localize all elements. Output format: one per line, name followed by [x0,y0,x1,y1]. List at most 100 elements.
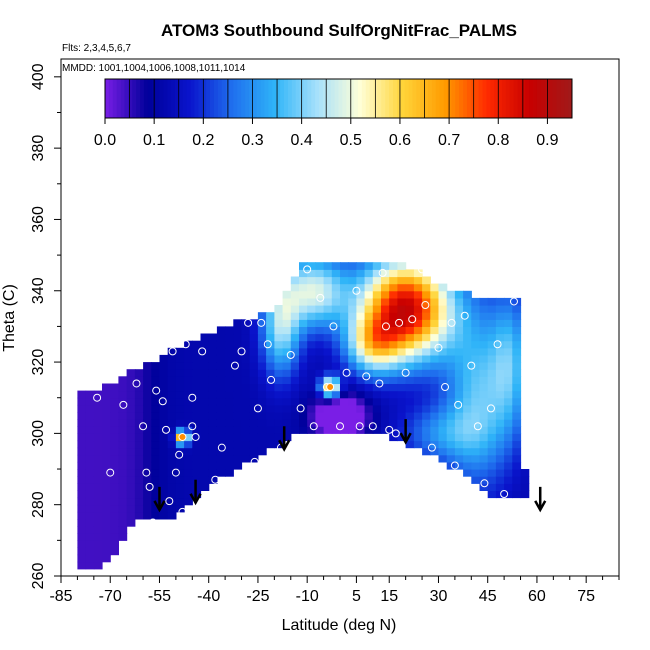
sample-point [188,393,197,402]
heatmap-cell [249,333,259,342]
heatmap-cell [389,404,398,413]
heatmap-cell [241,326,251,335]
heatmap-cell [126,419,136,427]
heatmap-cell [159,376,169,384]
heatmap-cell [463,419,472,427]
heatmap-cell [184,383,193,392]
heatmap-cell [126,504,136,513]
heatmap-cell [143,490,152,499]
heatmap-cell [93,554,103,563]
colorbar-segment [256,79,262,118]
heatmap-cell [85,490,95,499]
heatmap-cell [126,426,136,434]
heatmap-cell [77,419,87,427]
heatmap-cell [77,519,87,527]
heatmap-cell [233,447,243,456]
heatmap-cell [175,354,185,363]
heatmap-cell [110,404,119,413]
heatmap-cell [151,483,161,491]
heatmap-cell [487,305,497,313]
heatmap-cell [151,490,161,499]
heatmap-cell [225,412,234,420]
sample-point [447,318,456,327]
heatmap-cell [471,397,481,406]
heatmap-cell [143,390,152,399]
heatmap-cell [143,461,152,470]
heatmap-cell [397,390,407,399]
heatmap-cell [463,383,472,392]
y-tick-label: 300 [30,420,47,447]
heatmap-cell [274,319,284,327]
heatmap-cell [290,347,300,356]
heatmap-cell [175,412,185,420]
colorbar-segment [392,79,398,118]
sample-point [145,482,154,491]
heatmap-cell [134,476,144,484]
heatmap-cell [93,447,103,456]
heatmap-cell [372,262,382,270]
sample-point [286,350,295,359]
heatmap-cell [266,397,275,406]
sample-point [381,322,390,331]
heatmap-cell [372,333,382,342]
heatmap-cell [233,412,243,420]
heatmap-cell [479,426,489,434]
heatmap-cell [299,404,308,413]
heatmap-cell [463,469,472,477]
sample-point [211,475,220,484]
colorbar-segment [354,79,359,118]
heatmap-cell [299,354,308,363]
heatmap-cell [126,433,136,442]
heatmap-cell [479,369,489,377]
heatmap-cell [167,369,177,377]
heatmap-cell [422,390,431,399]
heatmap-cell [348,262,357,270]
heatmap-cell [110,426,119,434]
heatmap-cell [446,297,456,306]
colorbar-segment [116,79,121,118]
heatmap-cell [405,433,415,442]
x-tick-label: 45 [479,588,497,605]
heatmap-cell [200,397,210,406]
heatmap-cell [241,340,251,349]
heatmap-cell [249,354,259,363]
heatmap-cell [126,511,136,520]
heatmap-cell [438,440,448,449]
heatmap-cell [208,419,218,427]
heatmap-cell [274,340,284,349]
colorbar-segment [404,79,409,118]
x-tick-label: -40 [197,588,220,605]
colorbar-segment [307,79,312,118]
heatmap-cell [372,312,382,320]
heatmap-cell [422,305,431,313]
heatmap-cell [323,397,333,406]
heatmap-cell [422,369,431,377]
heatmap-cell [504,454,513,463]
heatmap-cell [266,419,275,427]
heatmap-cell [331,404,341,413]
heatmap-cell [323,326,333,335]
heatmap-cell [200,483,210,491]
heatmap-cell [110,476,119,484]
heatmap-cell [463,390,472,399]
heatmap-cell [356,283,366,292]
heatmap-cell [331,297,341,306]
heatmap-cell [487,340,497,349]
heatmap-cell [77,497,87,506]
heatmap-cell [85,440,95,449]
heatmap-cell [159,369,169,377]
heatmap-cell [348,412,357,420]
sample-point [175,450,184,459]
heatmap-cell [126,369,136,377]
heatmap-cell [151,412,161,420]
heatmap-cell [471,326,481,335]
colorbar-tick-label: 0.2 [192,132,214,149]
sample-point [467,361,476,370]
heatmap-cell [143,412,152,420]
heatmap-cell [290,340,300,349]
heatmap-cell [282,412,292,420]
heatmap-cell [290,312,300,320]
heatmap-cell [364,290,374,299]
heatmap-cell [233,376,243,384]
heatmap-cell [405,290,415,299]
